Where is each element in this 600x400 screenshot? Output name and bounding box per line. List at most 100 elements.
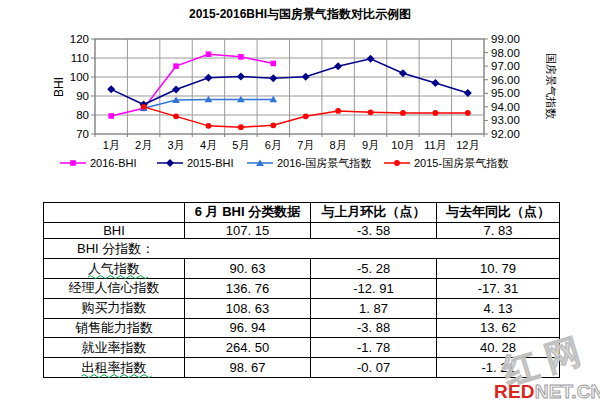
table-header-cell: 与上月环比（点） <box>311 203 437 223</box>
value-cell: -3. 58 <box>311 222 437 239</box>
data-point-2016-BHI <box>206 51 212 57</box>
value-cell: 107. 15 <box>185 222 311 239</box>
squiggle-underlined-label: 人气指数 <box>88 261 140 276</box>
x-axis-month-label: 4月 <box>200 139 217 151</box>
table-row: 人气指数90. 63-5. 2810. 79 <box>44 259 560 279</box>
value-cell: -3. 88 <box>311 318 437 338</box>
value-cell: -5. 28 <box>311 259 437 279</box>
table-header-row: 6 月 BHI 分类数据与上月环比（点）与去年同比（点） <box>44 203 560 223</box>
x-axis-month-label: 6月 <box>265 139 282 151</box>
x-axis-month-label: 8月 <box>330 139 347 151</box>
value-cell: 7. 83 <box>437 222 560 239</box>
left-axis-tick-label: 110 <box>71 52 89 64</box>
table-row: BHI107. 15-3. 587. 83 <box>44 222 560 239</box>
value-cell: 1. 87 <box>311 298 437 318</box>
value-cell: 13. 62 <box>437 318 560 338</box>
data-point-2015-国房景气指数 <box>303 113 309 119</box>
x-axis-month-label: 11月 <box>424 139 446 151</box>
data-point-2015-BHI <box>204 74 212 82</box>
row-label-cell: 经理人信心指数 <box>44 279 185 299</box>
right-axis-tick-label: 94.00 <box>491 101 520 113</box>
bhi-data-table: 6 月 BHI 分类数据与上月环比（点）与去年同比（点）BHI107. 15-3… <box>43 202 560 378</box>
left-axis-title: BHI <box>52 77 66 97</box>
table-header-cell: 6 月 BHI 分类数据 <box>185 203 311 223</box>
x-axis-month-label: 9月 <box>362 139 379 151</box>
squiggle-underlined-label: 出租率指数 <box>82 360 147 375</box>
right-axis-tick-label: 92.00 <box>491 128 520 140</box>
table-row: 购买力指数108. 631. 874. 13 <box>44 298 560 318</box>
row-label-cell: 出租率指数 <box>44 358 185 378</box>
rednet-site-red: RED <box>494 381 535 400</box>
data-point-2015-BHI <box>367 55 375 63</box>
legend-marker-2015-国房景气指数 <box>394 160 400 166</box>
right-axis-tick-label: 97.00 <box>491 60 520 72</box>
x-axis-month-label: 3月 <box>167 139 184 151</box>
row-label-cell: BHI <box>44 222 185 239</box>
left-axis-tick-label: 80 <box>76 109 89 121</box>
left-axis-tick-label: 120 <box>70 33 89 45</box>
data-point-2015-BHI <box>334 62 342 70</box>
value-cell: 98. 67 <box>185 358 311 378</box>
data-point-2015-BHI <box>431 79 439 87</box>
x-axis-month-label: 2月 <box>135 139 152 151</box>
rednet-site-watermark: REDNET.CN <box>494 381 600 400</box>
x-axis-month-label: 5月 <box>232 139 249 151</box>
data-point-2015-国房景气指数 <box>206 123 212 129</box>
right-axis-title: 国房景气指数 <box>545 53 557 119</box>
data-point-2015-国房景气指数 <box>173 113 179 119</box>
data-point-2015-国房景气指数 <box>432 110 438 116</box>
table-header-cell: 与去年同比（点） <box>437 203 560 223</box>
right-axis-tick-label: 96.00 <box>491 74 520 86</box>
legend-marker-2016-BHI <box>70 160 76 166</box>
row-label-cell: 购买力指数 <box>44 298 185 318</box>
row-label-cell: 销售能力指数 <box>44 318 185 338</box>
x-axis-month-label: 10月 <box>391 139 414 151</box>
left-axis-tick-label: 100 <box>70 71 89 83</box>
data-point-2015-BHI <box>269 74 277 82</box>
x-axis-month-label: 1月 <box>103 139 120 151</box>
value-cell: 96. 94 <box>185 318 311 338</box>
table-header-cell <box>44 203 185 223</box>
data-point-2015-国房景气指数 <box>270 122 276 128</box>
legend-label-2016-国房景气指数: 2016-国房景气指数 <box>277 157 371 169</box>
table-row: 就业率指数264. 50-1. 7840. 28 <box>44 338 560 358</box>
data-point-2015-BHI <box>107 85 115 93</box>
right-axis-tick-label: 95.00 <box>491 87 520 99</box>
value-cell: -0. 07 <box>311 358 437 378</box>
legend-label-2016-BHI: 2016-BHI <box>90 157 136 169</box>
right-axis-tick-label: 98.00 <box>491 47 520 59</box>
right-axis-tick-label: 99.00 <box>491 33 520 45</box>
value-cell: 108. 63 <box>185 298 311 318</box>
legend-label-2015-BHI: 2015-BHI <box>187 157 233 169</box>
data-point-2015-国房景气指数 <box>238 124 244 130</box>
data-point-2015-BHI <box>399 69 407 77</box>
table-row: 经理人信心指数136. 76-12. 91-17. 31 <box>44 279 560 299</box>
value-cell: 136. 76 <box>185 279 311 299</box>
value-cell: 4. 13 <box>437 298 560 318</box>
value-cell: -1. 78 <box>311 338 437 358</box>
rednet-site-rest: NET.CN <box>535 381 600 400</box>
x-axis-month-label: 7月 <box>297 139 314 151</box>
table-row: 销售能力指数96. 94-3. 8813. 62 <box>44 318 560 338</box>
data-point-2016-BHI <box>108 113 114 119</box>
value-cell: 264. 50 <box>185 338 311 358</box>
data-point-2015-国房景气指数 <box>141 104 147 110</box>
data-point-2015-国房景气指数 <box>465 110 471 116</box>
value-cell: 90. 63 <box>185 259 311 279</box>
table-row: 出租率指数98. 67-0. 07-1. 21 <box>44 358 560 378</box>
value-cell: -12. 91 <box>311 279 437 299</box>
line-chart: 12011010090807099.0098.0097.0096.0095.00… <box>0 0 600 182</box>
x-axis-month-label: 12月 <box>456 139 479 151</box>
left-axis-tick-label: 90 <box>76 90 89 102</box>
data-point-2015-BHI <box>302 73 310 81</box>
row-label-cell: 人气指数 <box>44 259 185 279</box>
data-point-2015-国房景气指数 <box>335 108 341 114</box>
section-label-cell: BHI 分指数： <box>44 239 560 259</box>
data-point-2016-BHI <box>173 63 179 69</box>
data-point-2015-BHI <box>172 86 180 94</box>
data-point-2015-国房景气指数 <box>368 109 374 115</box>
right-axis-tick-label: 93.00 <box>491 114 520 126</box>
legend-label-2015-国房景气指数: 2015-国房景气指数 <box>414 157 508 169</box>
value-cell: -17. 31 <box>437 279 560 299</box>
data-point-2015-国房景气指数 <box>400 110 406 116</box>
